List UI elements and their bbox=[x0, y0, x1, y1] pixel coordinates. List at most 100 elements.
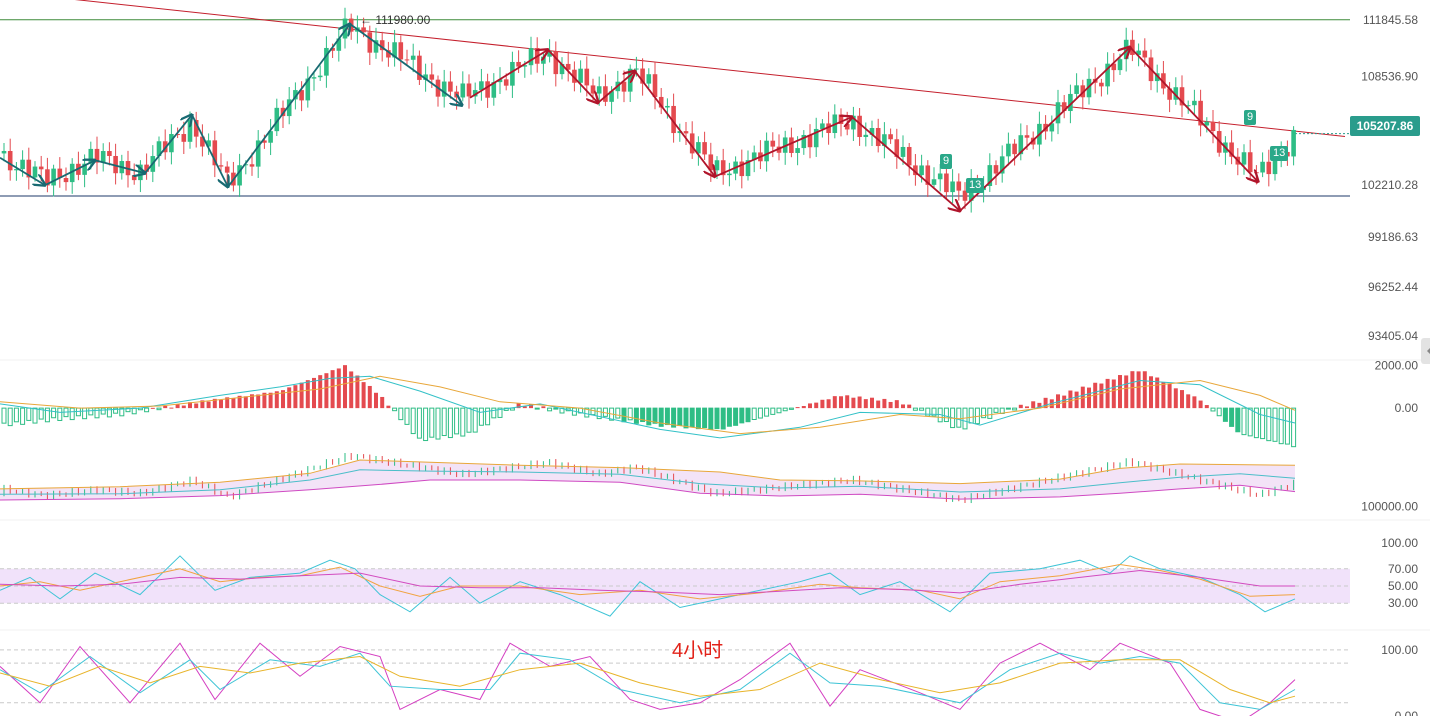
macd-histogram-bar bbox=[150, 407, 155, 409]
macd-histogram-bar bbox=[1253, 407, 1259, 439]
wave-arrow-red bbox=[959, 47, 1130, 212]
macd-dea-line bbox=[0, 375, 1296, 435]
boll-axis-label: 100000.00 bbox=[1361, 500, 1418, 514]
candle-body bbox=[392, 42, 397, 58]
macd-axis-label: 0.00 bbox=[1395, 401, 1419, 415]
macd-histogram-bar bbox=[299, 382, 304, 409]
macd-histogram-bar bbox=[374, 392, 378, 409]
candle-body bbox=[894, 139, 900, 157]
candle-body bbox=[218, 165, 224, 167]
candle-body bbox=[212, 140, 218, 166]
candle-body bbox=[472, 90, 478, 97]
macd-histogram-bar bbox=[1291, 407, 1297, 448]
macd-histogram-bar bbox=[863, 399, 868, 409]
macd-histogram-bar bbox=[330, 370, 335, 409]
candle-body bbox=[454, 91, 459, 98]
macd-histogram-bar bbox=[677, 407, 683, 427]
macd-histogram-bar bbox=[726, 407, 732, 427]
macd-histogram-bar bbox=[1161, 382, 1166, 409]
macd-histogram-bar bbox=[410, 407, 416, 435]
macd-histogram-bar bbox=[119, 407, 125, 417]
macd-histogram-bar bbox=[1012, 407, 1018, 411]
candle-body bbox=[708, 154, 714, 171]
macd-histogram-bar bbox=[1093, 382, 1098, 409]
candle-body bbox=[299, 90, 304, 101]
macd-histogram-bar bbox=[987, 407, 993, 419]
macd-histogram-bar bbox=[441, 407, 447, 437]
candle-body bbox=[634, 68, 639, 70]
candle-body bbox=[1136, 50, 1141, 55]
candle-body bbox=[1018, 135, 1024, 155]
wave-arrow-teal bbox=[144, 115, 192, 174]
macd-histogram-bar bbox=[361, 382, 366, 409]
macd-histogram-bar bbox=[658, 407, 664, 427]
macd-histogram-bar bbox=[553, 407, 559, 410]
candle-body bbox=[107, 151, 112, 156]
macd-histogram-bar bbox=[1025, 406, 1029, 409]
macd-histogram-bar bbox=[312, 377, 316, 409]
boll-mid-line bbox=[0, 469, 1296, 495]
macd-histogram-bar bbox=[1105, 378, 1110, 409]
candle-body bbox=[1198, 100, 1203, 126]
candle-body bbox=[417, 55, 422, 80]
candle-body bbox=[317, 75, 323, 78]
macd-histogram-bar bbox=[287, 387, 292, 409]
candle-body bbox=[1086, 78, 1092, 98]
td-count-badge: 9 bbox=[940, 154, 953, 169]
macd-histogram-bar bbox=[82, 407, 88, 420]
macd-histogram-bar bbox=[751, 407, 757, 421]
wave-arrow-teal bbox=[44, 160, 95, 186]
macd-histogram-bar bbox=[1005, 407, 1011, 410]
candle-body bbox=[1049, 123, 1055, 132]
macd-histogram-bar bbox=[733, 407, 739, 426]
candle-body bbox=[875, 128, 881, 147]
candle-body bbox=[993, 165, 999, 174]
candle-body bbox=[807, 134, 813, 148]
candle-body bbox=[51, 168, 56, 186]
td-count-badge: 13 bbox=[966, 178, 985, 193]
macd-histogram-bar bbox=[1037, 402, 1042, 409]
candle-body bbox=[1142, 50, 1148, 58]
macd-histogram-bar bbox=[832, 396, 837, 409]
candle-body bbox=[286, 99, 292, 117]
macd-histogram-bar bbox=[981, 407, 987, 419]
candle-body bbox=[268, 131, 273, 143]
macd-histogram-bar bbox=[1284, 407, 1290, 445]
macd-histogram-bar bbox=[820, 399, 825, 409]
candle-body bbox=[727, 173, 732, 176]
macd-histogram-bar bbox=[1272, 407, 1278, 442]
candle-body bbox=[1068, 93, 1073, 112]
macd-histogram-bar bbox=[683, 407, 689, 429]
macd-histogram-bar bbox=[1118, 375, 1122, 409]
wave-arrow-red bbox=[1129, 46, 1258, 182]
macd-histogram-bar bbox=[584, 407, 590, 418]
macd-histogram-bar bbox=[1278, 407, 1284, 445]
candle-body bbox=[658, 96, 664, 108]
macd-histogram-bar bbox=[404, 407, 410, 425]
macd-histogram-bar bbox=[225, 397, 230, 409]
candle-body bbox=[200, 136, 205, 147]
macd-histogram-bar bbox=[1204, 405, 1209, 409]
macd-histogram-bar bbox=[69, 407, 75, 421]
macd-histogram-bar bbox=[454, 407, 460, 435]
candle-body bbox=[237, 165, 242, 186]
candle-body bbox=[987, 165, 993, 186]
macd-histogram-bar bbox=[268, 392, 273, 409]
candle-body bbox=[100, 151, 106, 163]
candle-body bbox=[373, 40, 379, 53]
candle-body bbox=[1266, 161, 1272, 175]
macd-histogram-bar bbox=[808, 403, 812, 409]
macd-histogram-bar bbox=[392, 407, 398, 412]
macd-histogram-bar bbox=[888, 401, 893, 409]
macd-histogram-bar bbox=[968, 407, 974, 424]
macd-histogram-bar bbox=[181, 405, 186, 409]
macd-histogram-bar bbox=[318, 375, 323, 409]
macd-histogram-bar bbox=[664, 407, 670, 426]
candle-body bbox=[429, 74, 435, 80]
macd-histogram-bar bbox=[689, 407, 695, 428]
collapse-panel-handle[interactable] bbox=[1421, 338, 1430, 364]
macd-histogram-bar bbox=[907, 404, 912, 409]
macd-histogram-bar bbox=[478, 407, 484, 426]
wave-arrow-teal bbox=[191, 114, 228, 187]
